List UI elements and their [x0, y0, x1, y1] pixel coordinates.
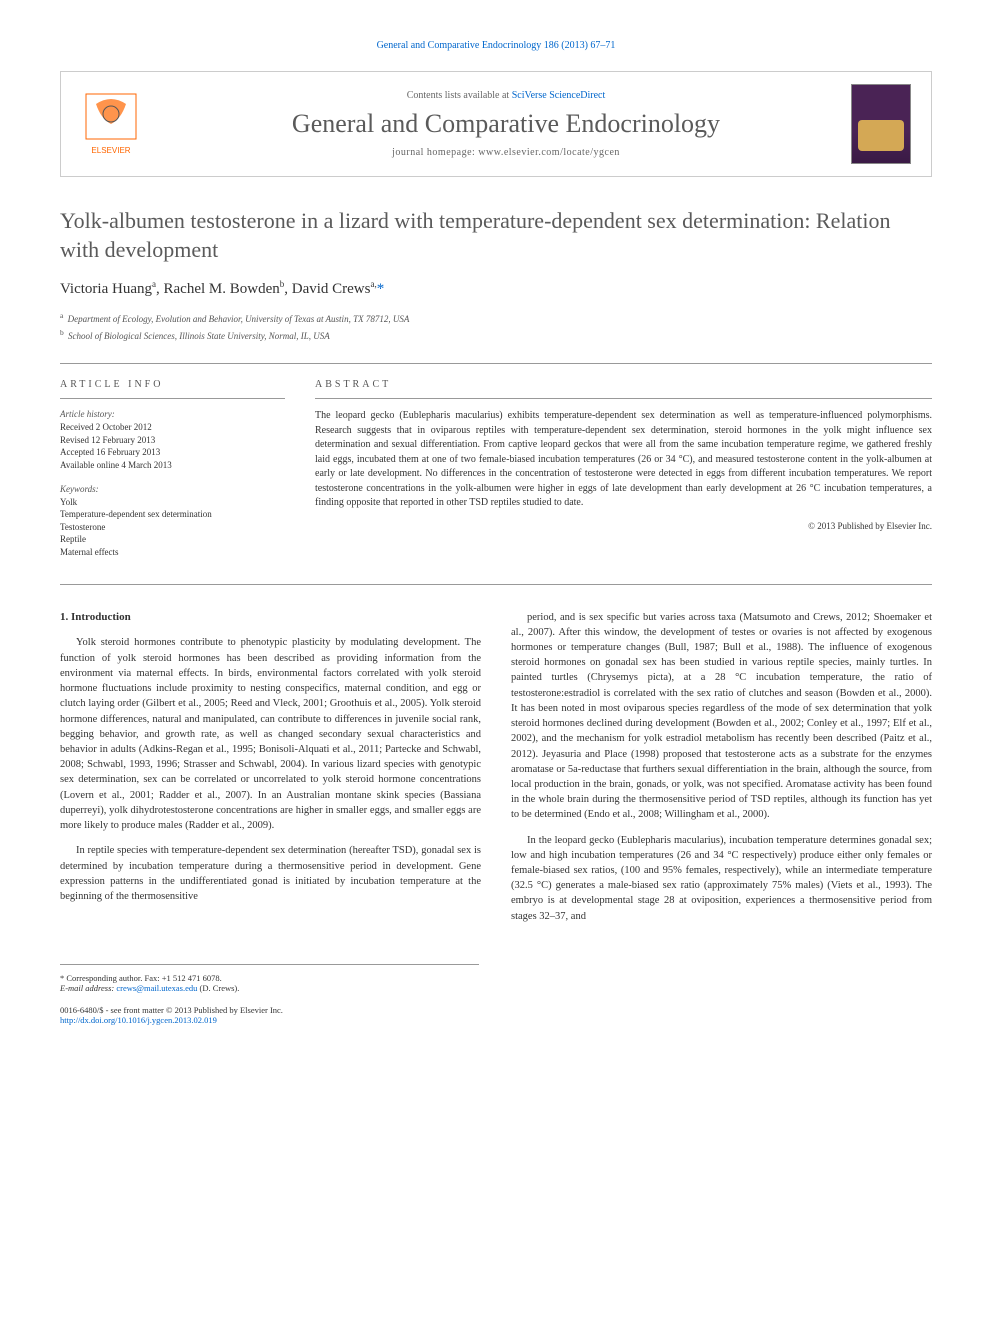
elsevier-logo[interactable]: ELSEVIER — [81, 89, 141, 159]
body-column-right: period, and is sex specific but varies a… — [511, 610, 932, 934]
journal-cover-thumbnail[interactable] — [851, 84, 911, 164]
history-online: Available online 4 March 2013 — [60, 459, 285, 472]
author-1[interactable]: Victoria Huang — [60, 281, 152, 297]
body-paragraph-2: In reptile species with temperature-depe… — [60, 843, 481, 904]
abstract-copyright: © 2013 Published by Elsevier Inc. — [315, 521, 932, 531]
corresponding-email[interactable]: crews@mail.utexas.edu — [116, 983, 197, 993]
issn-line: 0016-6480/$ - see front matter © 2013 Pu… — [60, 1005, 479, 1015]
history-revised: Revised 12 February 2013 — [60, 434, 285, 447]
contents-line: Contents lists available at SciVerse Sci… — [161, 90, 851, 101]
history-accepted: Accepted 16 February 2013 — [60, 446, 285, 459]
corresponding-note: * Corresponding author. Fax: +1 512 471 … — [60, 973, 479, 983]
body-columns: 1. Introduction Yolk steroid hormones co… — [60, 610, 932, 934]
journal-name: General and Comparative Endocrinology — [161, 109, 851, 139]
journal-header-box: ELSEVIER Contents lists available at Sci… — [60, 71, 932, 177]
abstract-text: The leopard gecko (Eublepharis maculariu… — [315, 409, 932, 511]
article-title: Yolk-albumen testosterone in a lizard wi… — [60, 207, 932, 264]
divider-2 — [60, 584, 932, 585]
author-2[interactable]: Rachel M. Bowden — [164, 281, 280, 297]
footer-copyright: 0016-6480/$ - see front matter © 2013 Pu… — [60, 1005, 479, 1025]
keyword-2: Temperature-dependent sex determination — [60, 508, 285, 521]
homepage-line: journal homepage: www.elsevier.com/locat… — [161, 147, 851, 158]
body-paragraph-4: In the leopard gecko (Eublepharis macula… — [511, 833, 932, 924]
article-info-heading: ARTICLE INFO — [60, 379, 285, 399]
keyword-5: Maternal effects — [60, 546, 285, 559]
homepage-prefix: journal homepage: — [392, 147, 478, 158]
history-received: Received 2 October 2012 — [60, 421, 285, 434]
abstract-heading: ABSTRACT — [315, 379, 932, 399]
affiliations: a Department of Ecology, Evolution and B… — [60, 310, 932, 343]
affiliation-b: b School of Biological Sciences, Illinoi… — [60, 327, 932, 344]
contents-prefix: Contents lists available at — [407, 90, 512, 101]
authors-line: Victoria Huanga, Rachel M. Bowdenb, Davi… — [60, 279, 932, 298]
info-abstract-row: ARTICLE INFO Article history: Received 2… — [60, 379, 932, 558]
keyword-1: Yolk — [60, 496, 285, 509]
affiliation-a: a Department of Ecology, Evolution and B… — [60, 310, 932, 327]
keyword-4: Reptile — [60, 533, 285, 546]
doi-link[interactable]: http://dx.doi.org/10.1016/j.ygcen.2013.0… — [60, 1015, 217, 1025]
article-info-column: ARTICLE INFO Article history: Received 2… — [60, 379, 285, 558]
abstract-column: ABSTRACT The leopard gecko (Eublepharis … — [315, 379, 932, 558]
body-paragraph-1: Yolk steroid hormones contribute to phen… — [60, 635, 481, 833]
section-heading: 1. Introduction — [60, 610, 481, 626]
email-line: E-mail address: crews@mail.utexas.edu (D… — [60, 983, 479, 993]
corresponding-marker[interactable]: * — [377, 281, 385, 297]
elsevier-text: ELSEVIER — [91, 146, 130, 155]
body-paragraph-3: period, and is sex specific but varies a… — [511, 610, 932, 823]
body-column-left: 1. Introduction Yolk steroid hormones co… — [60, 610, 481, 934]
author-3[interactable]: David Crews — [292, 281, 371, 297]
divider — [60, 363, 932, 364]
keyword-3: Testosterone — [60, 521, 285, 534]
sciencedirect-link[interactable]: SciVerse ScienceDirect — [512, 90, 606, 101]
citation-header: General and Comparative Endocrinology 18… — [60, 40, 932, 51]
homepage-url[interactable]: www.elsevier.com/locate/ygcen — [478, 147, 620, 158]
header-center: Contents lists available at SciVerse Sci… — [161, 90, 851, 158]
footer-notes: * Corresponding author. Fax: +1 512 471 … — [60, 964, 479, 1025]
citation-link[interactable]: General and Comparative Endocrinology 18… — [377, 40, 616, 51]
keywords-label: Keywords: — [60, 484, 285, 494]
history-label: Article history: — [60, 409, 285, 419]
